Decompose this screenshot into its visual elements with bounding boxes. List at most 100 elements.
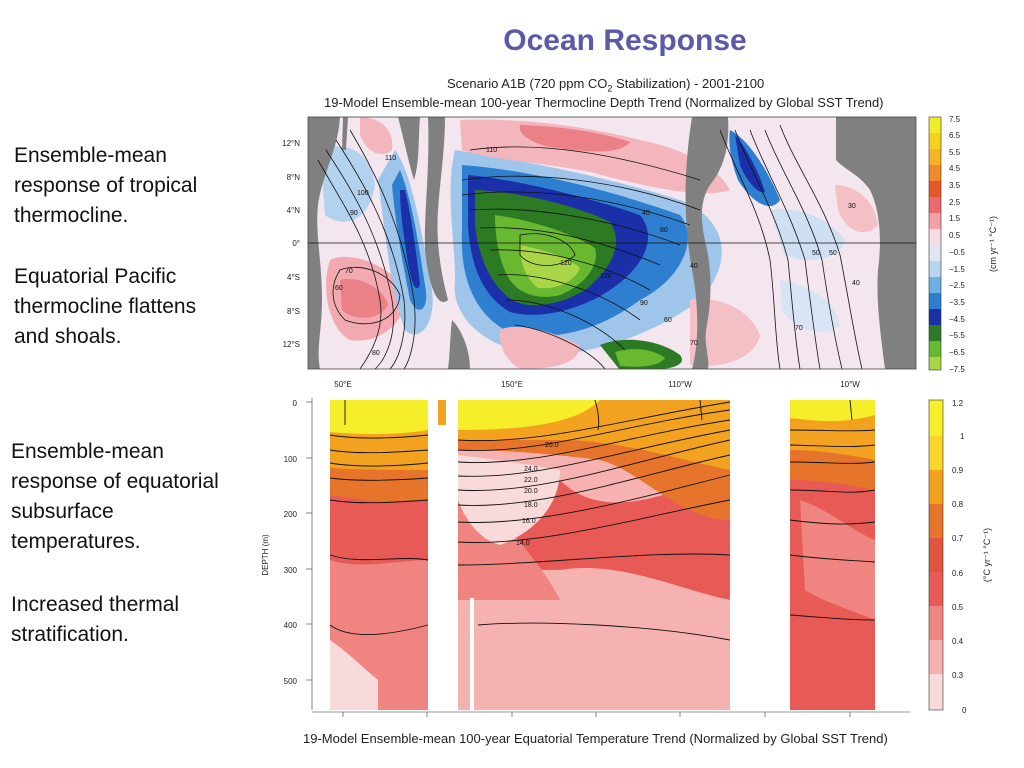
isotherm-label: 24.0 (524, 466, 538, 473)
lon-tick: 110°W (668, 380, 692, 389)
section-gap-americas (730, 400, 790, 710)
contour-label: 90 (640, 300, 648, 307)
depth-tick: 100 (284, 455, 298, 464)
isotherm-label: 14.0 (516, 540, 530, 547)
colorbar-swatch (929, 606, 943, 640)
text-block-thermocline: Ensemble-mean response of tropical therm… (14, 141, 197, 231)
lat-tick: 12°S (283, 340, 300, 349)
top-plot-title-line2: 19-Model Ensemble-mean 100-year Thermocl… (324, 95, 884, 110)
text-block-stratification: Increased thermal stratification. (11, 590, 179, 650)
isotherm-label: 16.0 (522, 518, 536, 525)
map-lightblue-region (780, 280, 840, 333)
text-block-pacific: Equatorial Pacific thermocline flattens … (14, 262, 196, 352)
section-gap-africa (875, 400, 910, 710)
section-isotherms (329, 400, 876, 641)
contour-label: 90 (350, 210, 358, 217)
map-land-americas (685, 117, 729, 369)
text-line: stratification. (11, 623, 129, 646)
text-line: subsurface (11, 500, 114, 523)
colorbar-swatch (929, 470, 943, 504)
temperature-colorbar (928, 399, 944, 711)
colorbar-tick: 3.5 (949, 181, 961, 190)
lat-tick: 12°N (282, 139, 300, 148)
colorbar-swatch (929, 277, 941, 293)
colorbar-swatch (929, 538, 943, 572)
text-line: Equatorial Pacific (14, 265, 177, 288)
contour-label: 70 (795, 325, 803, 332)
bottom-plot-title: 19-Model Ensemble-mean 100-year Equatori… (303, 731, 888, 746)
map-frame (307, 116, 917, 370)
map-green-region (615, 349, 665, 367)
colorbar-swatch (929, 181, 941, 197)
text-line: temperatures. (11, 530, 141, 553)
temperature-colorbar-ticks: 1.2 1 0.9 0.8 0.7 0.6 0.5 0.4 0.3 0 (952, 399, 967, 715)
colorbar-tick: 1 (960, 432, 965, 441)
section-gap-maritime (428, 400, 458, 710)
colorbar-tick: 0.5 (949, 231, 961, 240)
map-longitude-axis: 50°E 150°E 110°W 10°W (334, 380, 860, 389)
thermocline-map (308, 117, 916, 369)
colorbar-tick: 6.5 (949, 131, 961, 140)
text-line: response of tropical (14, 174, 198, 197)
colorbar-tick: −2.5 (949, 281, 965, 290)
thermocline-colorbar-ticks: 7.5 6.5 5.5 4.5 3.5 2.5 1.5 0.5 −0.5 −1.… (949, 115, 965, 374)
section-yellow-region (790, 400, 875, 422)
contour-label: 100 (357, 190, 369, 197)
lat-tick: 8°N (287, 173, 301, 182)
colorbar-tick: 0.4 (952, 637, 964, 646)
title-subscript: 2 (607, 83, 613, 94)
colorbar-swatch (929, 261, 941, 277)
colorbar-tick: 0 (962, 706, 967, 715)
thermocline-colorbar (928, 116, 942, 371)
map-deepblue-region (400, 190, 420, 289)
section-xticks (342, 712, 851, 717)
colorbar-swatch (929, 133, 941, 149)
colorbar-tick: −5.5 (949, 331, 965, 340)
colorbar-tick: 0.9 (952, 466, 964, 475)
colorbar-swatch (929, 640, 943, 674)
colorbar-tick: 0.6 (952, 569, 964, 578)
colorbar-tick: 5.5 (949, 148, 961, 157)
colorbar-tick: 7.5 (949, 115, 961, 124)
map-red-region (340, 279, 388, 318)
colorbar-tick: −1.5 (949, 265, 965, 274)
contour-label: 30 (848, 203, 856, 210)
depth-tick: 500 (284, 677, 298, 686)
depth-axis-label: DEPTH (m) (261, 534, 270, 576)
lon-tick: 150°E (501, 380, 523, 389)
section-yellow-region (458, 400, 600, 430)
isotherm-label: 18.0 (524, 502, 538, 509)
text-block-subsurface: Ensemble-mean response of equatorial sub… (11, 437, 219, 557)
contour-label: 80 (660, 227, 668, 234)
colorbar-tick: 2.5 (949, 198, 961, 207)
map-pink-region (499, 326, 580, 369)
section-gap-sliver (470, 598, 474, 710)
contour-label: 120 (600, 273, 612, 280)
thermocline-colorbar-unit: (cm yr⁻¹ °C⁻¹) (988, 216, 998, 272)
temperature-colorbar-unit: (°C yr⁻¹ °C⁻¹) (982, 528, 992, 582)
colorbar-tick: −6.5 (949, 348, 965, 357)
text-line: thermocline flattens (14, 295, 197, 318)
map-land-australia (448, 320, 470, 369)
text-line: Ensemble-mean (11, 440, 164, 463)
section-yellow-region (330, 400, 428, 435)
colorbar-tick: 0.3 (952, 671, 964, 680)
colorbar-swatch (929, 245, 941, 261)
section-salmon-region (800, 500, 875, 620)
contour-label: 60 (664, 317, 672, 324)
colorbar-swatch (929, 341, 941, 357)
section-salmon-region (330, 560, 428, 710)
colorbar-tick: 4.5 (949, 164, 961, 173)
map-land-africa-east (836, 117, 916, 369)
map-lightblue-region (770, 209, 845, 260)
map-land-maritime-continent (424, 117, 448, 302)
colorbar-swatch (929, 213, 941, 229)
title-text: Scenario A1B (720 ppm CO (447, 76, 608, 91)
section-yticks (306, 401, 312, 681)
contour-label: 110 (486, 147, 497, 154)
map-latitude-axis: 12°N 8°N 4°N 0° 4°S 8°S 12°S (282, 139, 300, 349)
contour-label: 40 (642, 210, 650, 217)
colorbar-tick: −7.5 (949, 365, 965, 374)
lon-tick: 10°W (840, 380, 860, 389)
slide-title: Ocean Response (503, 24, 747, 57)
